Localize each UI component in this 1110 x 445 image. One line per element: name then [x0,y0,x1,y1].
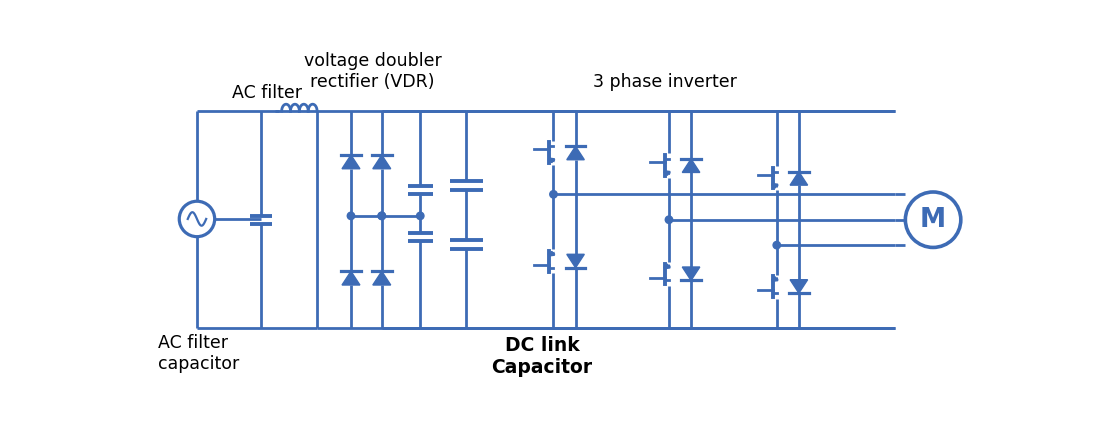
Circle shape [549,190,557,198]
Circle shape [416,212,424,219]
Polygon shape [790,172,808,185]
Circle shape [379,212,385,219]
Polygon shape [342,271,360,285]
Polygon shape [373,155,391,169]
Text: 3 phase inverter: 3 phase inverter [593,73,737,91]
Circle shape [379,212,385,219]
Text: AC filter: AC filter [232,84,302,102]
Polygon shape [373,271,391,285]
Circle shape [347,212,355,219]
Polygon shape [790,280,808,293]
Text: AC filter
capacitor: AC filter capacitor [159,335,240,373]
Polygon shape [773,183,778,188]
Polygon shape [549,158,555,163]
Polygon shape [549,251,555,256]
Polygon shape [567,254,584,268]
Text: M: M [920,207,946,233]
Polygon shape [665,171,670,175]
Circle shape [665,216,673,223]
Polygon shape [567,146,584,160]
Polygon shape [683,159,699,173]
Polygon shape [342,155,360,169]
Text: voltage doubler
rectifier (VDR): voltage doubler rectifier (VDR) [304,53,442,91]
Polygon shape [665,264,670,269]
Polygon shape [683,267,699,280]
Circle shape [773,242,780,249]
Polygon shape [773,277,778,281]
Text: DC link
Capacitor: DC link Capacitor [492,336,593,377]
